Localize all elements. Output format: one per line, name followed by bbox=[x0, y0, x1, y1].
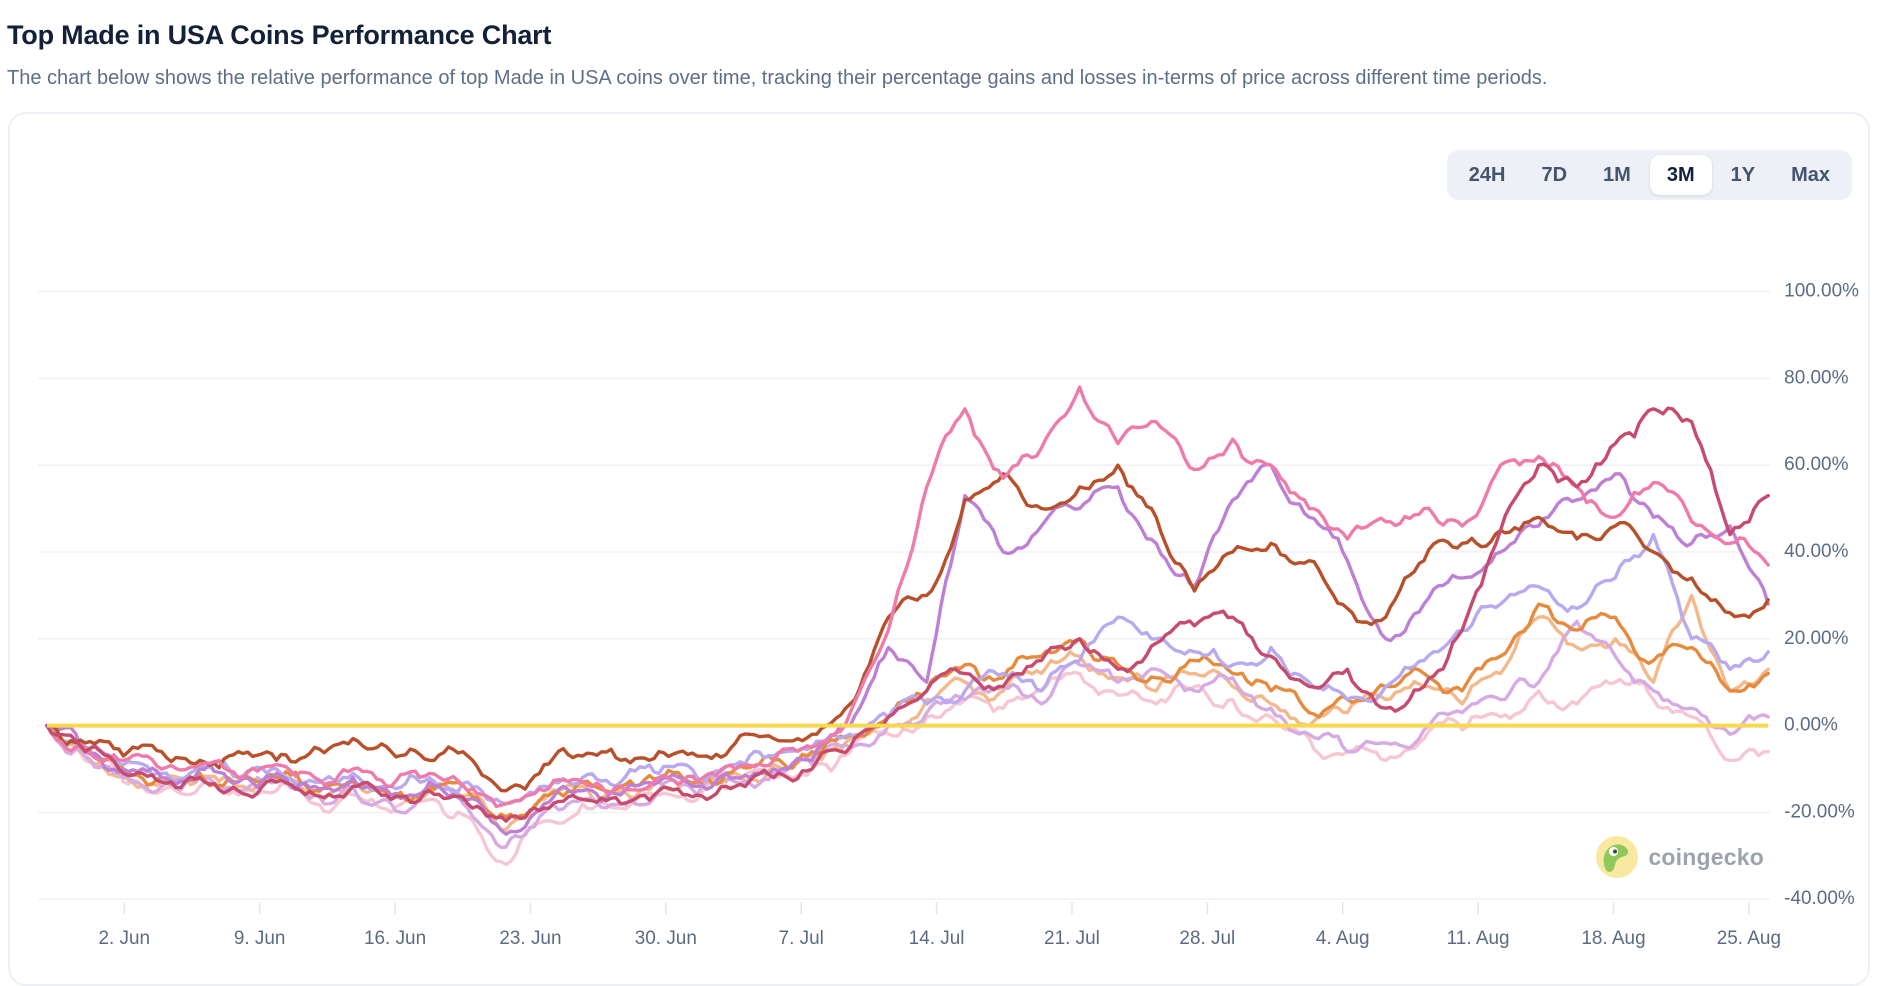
range-button-24h[interactable]: 24H bbox=[1452, 155, 1523, 195]
series-line-orchid-purple bbox=[45, 462, 1770, 836]
y-axis-label-80: 80.00% bbox=[1784, 367, 1848, 388]
page-title: Top Made in USA Coins Performance Chart bbox=[7, 20, 552, 51]
range-button-1y[interactable]: 1Y bbox=[1714, 155, 1772, 195]
series-line-pale-orchid bbox=[45, 619, 1770, 850]
x-axis-label-6: 14. Jul bbox=[909, 928, 965, 949]
series-line-lavender bbox=[45, 532, 1770, 806]
x-axis-label-7: 21. Jul bbox=[1044, 928, 1100, 949]
range-button-1m[interactable]: 1M bbox=[1586, 155, 1648, 195]
x-axis-label-10: 11. Aug bbox=[1447, 928, 1510, 949]
x-axis-label-0: 2. Jun bbox=[98, 928, 150, 949]
x-axis-label-12: 25. Aug bbox=[1717, 928, 1781, 949]
chart-panel: 24H 7D 1M 3M 1Y Max 100.00% 80.00% 60.00% 40.00%… bbox=[8, 112, 1870, 986]
series-line-crimson-rose bbox=[45, 406, 1770, 823]
x-axis-label-4: 30. Jun bbox=[635, 928, 697, 949]
y-axis-label-100: 100.00% bbox=[1784, 281, 1859, 302]
x-axis-label-2: 16. Jun bbox=[364, 928, 426, 949]
y-axis-label-0: 0.00% bbox=[1784, 715, 1838, 736]
x-axis-label-8: 28. Jul bbox=[1179, 928, 1235, 949]
y-axis-label--20: -20.00% bbox=[1784, 801, 1855, 822]
watermark-label: coingecko bbox=[1648, 843, 1764, 870]
x-axis-label-9: 4. Aug bbox=[1316, 928, 1370, 949]
time-range-selector: 24H 7D 1M 3M 1Y Max bbox=[1446, 150, 1852, 200]
chart-svg[interactable]: 100.00% 80.00% 60.00% 40.00% 20.00% 0.00% -20.… bbox=[10, 114, 1868, 984]
y-axis-label--40: -40.00% bbox=[1784, 888, 1855, 909]
range-button-max[interactable]: Max bbox=[1774, 155, 1847, 195]
series-line-rose-pink bbox=[45, 385, 1770, 809]
y-axis-label-20: 20.00% bbox=[1784, 628, 1848, 649]
x-axis-label-1: 9. Jun bbox=[234, 928, 286, 949]
range-button-3m[interactable]: 3M bbox=[1649, 155, 1712, 195]
y-axis-label-60: 60.00% bbox=[1784, 454, 1848, 475]
x-axis-label-3: 23. Jun bbox=[499, 928, 561, 949]
x-axis-label-5: 7. Jul bbox=[779, 928, 824, 949]
range-button-7d[interactable]: 7D bbox=[1524, 155, 1584, 195]
series-line-orange bbox=[45, 602, 1770, 820]
series-line-pale-pink bbox=[45, 670, 1770, 867]
coingecko-gecko-icon bbox=[1596, 836, 1639, 878]
page-subtitle: The chart below shows the relative perfo… bbox=[7, 67, 1548, 89]
y-axis-label-40: 40.00% bbox=[1784, 541, 1848, 562]
coingecko-watermark: coingecko bbox=[1596, 836, 1764, 878]
series-line-brick-red bbox=[45, 463, 1770, 793]
x-axis-label-11: 18. Aug bbox=[1581, 928, 1645, 949]
